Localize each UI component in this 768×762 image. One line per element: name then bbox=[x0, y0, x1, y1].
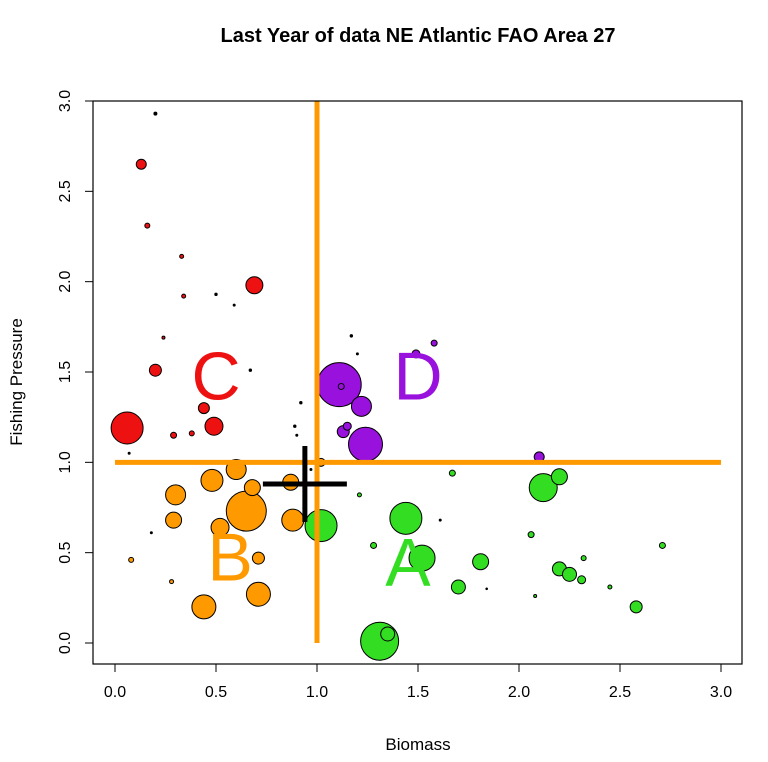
data-point-b bbox=[281, 508, 305, 532]
x-axis: 0.0 0.5 1.0 1.5 2.0 2.5 3.0 bbox=[104, 663, 732, 701]
data-point-c bbox=[110, 411, 144, 445]
data-point-a bbox=[533, 594, 538, 599]
data-point-d bbox=[342, 421, 352, 431]
data-point-a bbox=[580, 555, 587, 562]
x-tick-label: 2.0 bbox=[508, 684, 530, 701]
data-point-c bbox=[135, 158, 147, 170]
plot-frame bbox=[92, 100, 743, 665]
data-point-c bbox=[188, 430, 195, 437]
data-point-c bbox=[148, 363, 162, 377]
data-points bbox=[110, 111, 666, 661]
data-point-black bbox=[232, 303, 236, 307]
quadrant-labels: A B C D bbox=[191, 339, 442, 601]
x-tick-label: 1.5 bbox=[407, 684, 429, 701]
data-point-a bbox=[356, 492, 362, 498]
data-point-a bbox=[658, 541, 666, 549]
x-axis-label: Biomass bbox=[385, 735, 450, 754]
y-axis: 0.0 0.5 1.0 1.5 2.0 2.5 3.0 bbox=[57, 90, 94, 654]
data-point-c bbox=[161, 335, 166, 340]
data-point-b bbox=[251, 551, 265, 565]
data-point-b bbox=[200, 468, 224, 492]
x-tick-label: 2.5 bbox=[609, 684, 631, 701]
data-point-d bbox=[430, 339, 438, 347]
data-point-black bbox=[438, 518, 442, 522]
y-tick-label: 2.0 bbox=[57, 270, 74, 292]
y-tick-label: 1.0 bbox=[57, 451, 74, 473]
y-tick-label: 1.5 bbox=[57, 361, 74, 383]
data-point-a bbox=[360, 621, 400, 661]
data-point-c bbox=[245, 276, 264, 295]
data-point-a bbox=[577, 575, 587, 585]
data-point-black bbox=[355, 352, 359, 356]
data-point-b bbox=[165, 484, 187, 506]
data-point-black bbox=[295, 433, 299, 437]
x-tick-label: 0.5 bbox=[205, 684, 227, 701]
data-point-a bbox=[450, 579, 466, 595]
y-tick-label: 0.5 bbox=[57, 541, 74, 563]
data-point-black bbox=[293, 424, 297, 428]
data-point-a bbox=[389, 501, 423, 535]
data-point-c bbox=[204, 416, 224, 436]
x-tick-label: 1.0 bbox=[306, 684, 328, 701]
data-point-b bbox=[210, 517, 230, 537]
data-point-a bbox=[408, 544, 436, 572]
data-point-a bbox=[562, 566, 577, 582]
y-tick-label: 3.0 bbox=[57, 90, 74, 112]
data-point-black bbox=[309, 468, 313, 472]
x-tick-label: 0.0 bbox=[104, 684, 126, 701]
crosshair-marker bbox=[262, 446, 347, 523]
data-point-a bbox=[380, 626, 396, 642]
data-point-a bbox=[550, 468, 568, 486]
data-point-black bbox=[299, 401, 303, 405]
y-axis-label: Fishing Pressure bbox=[7, 318, 26, 446]
data-point-a bbox=[304, 509, 338, 543]
data-point-a bbox=[607, 584, 613, 590]
data-point-d bbox=[337, 382, 345, 390]
data-point-b bbox=[128, 556, 135, 563]
y-tick-label: 2.5 bbox=[57, 180, 74, 202]
data-point-c bbox=[181, 293, 187, 299]
data-point-a bbox=[528, 473, 558, 503]
quadrant-label-b: B bbox=[207, 519, 252, 595]
data-point-black bbox=[485, 587, 488, 591]
quadrant-label-d: D bbox=[393, 339, 442, 415]
data-point-b bbox=[191, 594, 217, 620]
quadrant-label-a: A bbox=[385, 525, 431, 601]
data-point-b bbox=[245, 581, 271, 607]
data-point-c bbox=[197, 402, 210, 415]
data-point-a bbox=[472, 553, 490, 571]
data-point-black bbox=[214, 292, 218, 297]
data-point-black bbox=[248, 368, 253, 372]
data-point-black bbox=[153, 111, 158, 116]
quadrant-label-c: C bbox=[191, 339, 240, 415]
data-point-d bbox=[411, 349, 421, 359]
chart-title: Last Year of data NE Atlantic FAO Area 2… bbox=[221, 25, 616, 47]
data-point-black bbox=[127, 451, 131, 455]
data-point-a bbox=[629, 600, 643, 614]
data-point-b bbox=[243, 479, 261, 497]
reference-lines bbox=[115, 101, 721, 643]
data-point-d bbox=[350, 395, 372, 417]
data-point-b bbox=[165, 511, 183, 529]
data-point-d bbox=[347, 426, 383, 462]
data-point-a bbox=[370, 541, 378, 549]
data-point-b bbox=[169, 579, 175, 585]
data-point-c bbox=[170, 431, 178, 439]
data-point-c bbox=[144, 222, 151, 229]
data-point-black bbox=[349, 334, 354, 338]
data-point-c bbox=[179, 253, 185, 259]
data-point-black bbox=[149, 531, 153, 535]
y-tick-label: 0.0 bbox=[57, 632, 74, 654]
data-point-a bbox=[448, 469, 456, 477]
x-tick-label: 3.0 bbox=[710, 684, 732, 701]
data-point-a bbox=[527, 531, 535, 539]
